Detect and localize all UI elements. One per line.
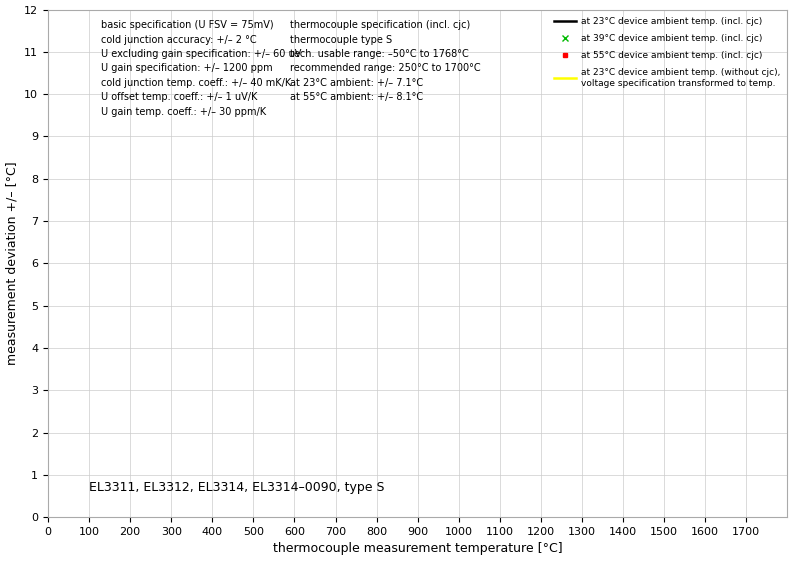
Text: basic specification (U FSV = 75mV)
cold junction accuracy: +/– 2 °C
U excluding : basic specification (U FSV = 75mV) cold … bbox=[102, 20, 302, 117]
Text: thermocouple specification (incl. cjc)
thermocouple type S
tech. usable range: –: thermocouple specification (incl. cjc) t… bbox=[290, 20, 481, 102]
X-axis label: thermocouple measurement temperature [°C]: thermocouple measurement temperature [°C… bbox=[273, 542, 562, 555]
Text: EL3311, EL3312, EL3314, EL3314–0090, type S: EL3311, EL3312, EL3314, EL3314–0090, typ… bbox=[89, 481, 385, 494]
Legend: at 23°C device ambient temp. (incl. cjc), at 39°C device ambient temp. (incl. cj: at 23°C device ambient temp. (incl. cjc)… bbox=[551, 14, 783, 90]
Y-axis label: measurement deviation +/– [°C]: measurement deviation +/– [°C] bbox=[6, 162, 18, 365]
